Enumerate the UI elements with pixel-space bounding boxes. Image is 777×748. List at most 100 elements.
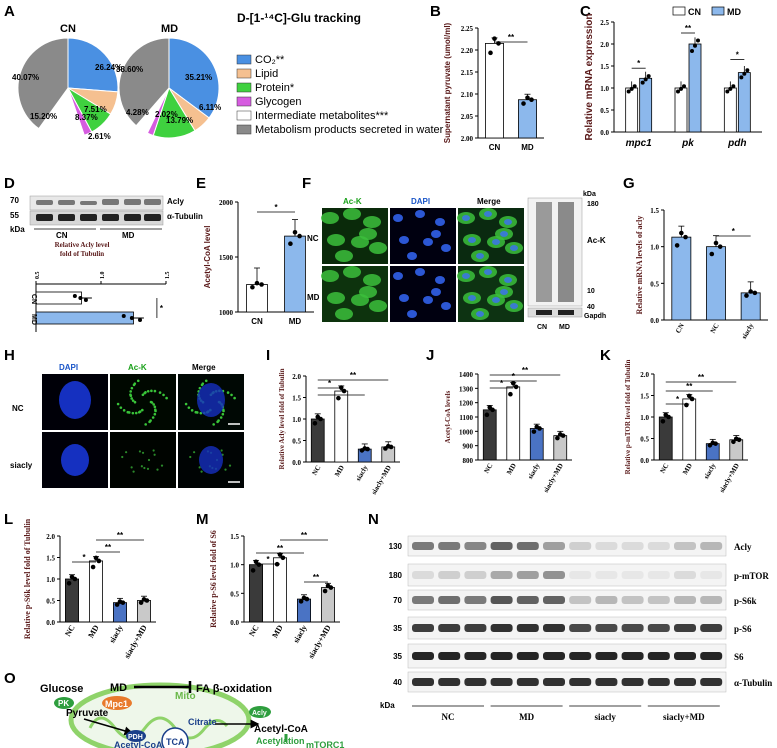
h-dot-siacly-2 — [132, 470, 135, 473]
barE-point-0-0 — [250, 284, 255, 290]
blot-n-group-3: siacly+MD — [663, 712, 705, 722]
barK-ytick-1: 0.5 — [640, 436, 649, 444]
barI-sig-0: * — [328, 379, 332, 388]
barK-point-2-2 — [713, 441, 718, 446]
barG-point-2-2 — [752, 290, 758, 296]
h-dot-nc-26 — [131, 399, 135, 402]
h-dot-siacly-7 — [143, 466, 146, 470]
panel-letter-g: G — [623, 175, 635, 192]
bar-chart-k: 0.0 0.5 1.0 1.5 2.0 NC MD siacly siacly+MD Relati… — [624, 359, 748, 494]
barJ-xtick-3: siacly+MD — [542, 462, 565, 494]
barI-point-1-0 — [336, 395, 341, 401]
blot-n-strip-2 — [407, 589, 727, 611]
h-dot-nc-31 — [150, 401, 154, 404]
f-cell-ack-0-7 — [359, 228, 377, 240]
h-nucleus-siacly — [61, 444, 89, 476]
panel-letter-d: D — [4, 175, 15, 192]
barM-sig-0: * — [266, 555, 270, 564]
blot-d-tubulin-label: α-Tubulin — [167, 212, 203, 221]
f-cell-ack-0-6 — [335, 250, 353, 262]
barL-sig-1: ** — [105, 543, 112, 552]
f-cell-dapi-1-3 — [399, 294, 409, 302]
h-dot-nc-24 — [134, 411, 138, 415]
barC-point-2-1-2 — [745, 68, 750, 73]
barM-xtick-2: siacly — [291, 624, 308, 645]
f-header-merge: Merge — [477, 197, 501, 206]
barG-point-1-1 — [713, 240, 719, 246]
blot-n-band-4-4 — [516, 652, 539, 660]
pie-cn-label-3: 2.61% — [88, 132, 111, 141]
pie-cn-slice-0 — [67, 37, 119, 93]
h-dot-nc-25 — [122, 409, 126, 412]
legend-label-water: Metabolism products secreted in water — [255, 124, 444, 136]
barD-point-0-1 — [78, 296, 83, 300]
barI-point-1-1 — [338, 385, 344, 390]
blot-n-band-0-0 — [412, 542, 434, 550]
barC-bar-1-0 — [674, 87, 688, 133]
f-cell-dapi-1-1 — [415, 268, 425, 276]
barK-ytick-3: 1.5 — [640, 393, 649, 401]
h-dot-nc-22 — [153, 412, 157, 416]
barD-point-1-1 — [129, 316, 134, 320]
barK-ylabel: Relative p-mTOR level fold of Tubulin — [624, 359, 632, 474]
blot-n-band-2-4 — [516, 596, 539, 604]
blot-n-strip-4 — [407, 643, 727, 669]
f-cell-dapi-0-7 — [431, 230, 441, 238]
blot-n-band-3-7 — [595, 624, 618, 632]
f-cell-dapi-1-4 — [423, 296, 433, 304]
legend-label-co2: CO₂** — [255, 54, 285, 66]
blot-n-band-1-4 — [516, 571, 539, 579]
barG-xtick-2: siacly — [740, 322, 756, 341]
h-dot-nc-13 — [141, 408, 144, 412]
barE-bar-0 — [246, 284, 268, 313]
barE-point-0-2 — [259, 282, 264, 287]
blot-n-band-5-2 — [464, 678, 487, 686]
barK-ytick-2: 1.0 — [640, 414, 649, 422]
barE-xtick-0: CN — [251, 317, 263, 326]
barJ-point-2-2 — [537, 426, 542, 431]
barK-bar-1 — [682, 398, 697, 461]
f-blot-group-md: MD — [559, 324, 570, 331]
blot-n-band-2-0 — [412, 596, 434, 604]
barI-xtick-3: siacly+MD — [370, 464, 393, 496]
o-mito-cristae — [88, 716, 229, 740]
h-dot-siacly-3 — [121, 455, 124, 459]
barB-bar-0 — [485, 43, 504, 139]
barE-sig-0: * — [274, 203, 278, 212]
blot-n-band-2-7 — [595, 596, 618, 604]
barM-sig-2: ** — [301, 531, 308, 540]
barB-ytick-0: 2.00 — [461, 135, 474, 143]
barB-ylabel: Supernatant pyruvate (umol/ml) — [443, 22, 452, 143]
barG-xtick-0: CN — [674, 322, 686, 335]
barG-point-2-1 — [748, 289, 753, 294]
f-cell-dapi-1-7 — [431, 288, 441, 296]
blot-n-band-1-7 — [595, 571, 618, 579]
legend-c-label-cn: CN — [688, 7, 701, 17]
blot-n-band-4-10 — [674, 652, 696, 660]
barK-sig-2: ** — [698, 373, 705, 382]
barJ-xtick-0: NC — [482, 462, 494, 475]
barD-bar-1 — [35, 311, 134, 325]
barJ-point-3-0 — [555, 435, 560, 441]
h-header-ack: Ac-K — [128, 363, 147, 372]
blot-n-band-4-0 — [412, 652, 434, 660]
barK-point-3-0 — [731, 439, 736, 445]
barD-sig: * — [160, 304, 164, 313]
blot-n-band-5-11 — [700, 678, 723, 686]
h-dot-nc-5 — [116, 402, 120, 406]
panel-letter-i: I — [266, 347, 270, 364]
blot-n-band-3-11 — [700, 624, 723, 632]
barI-xtick-2: siacly — [354, 464, 370, 483]
barC-sig-0: * — [637, 59, 641, 68]
barJ-sig-1: * — [512, 372, 516, 381]
blot-n-strip-0 — [407, 535, 727, 557]
barC-ytick-0: 0.0 — [600, 129, 609, 137]
barD-xlabel-2: fold of Tubulin — [60, 250, 104, 258]
barJ-ytick-6: 1400 — [459, 371, 474, 379]
o-acly-badge — [249, 706, 271, 718]
blot-n-band-5-0 — [412, 678, 434, 686]
barC-xtick-0: mpc1 — [626, 138, 653, 149]
barK-point-3-2 — [736, 437, 742, 443]
barM-point-3-2 — [328, 585, 334, 590]
